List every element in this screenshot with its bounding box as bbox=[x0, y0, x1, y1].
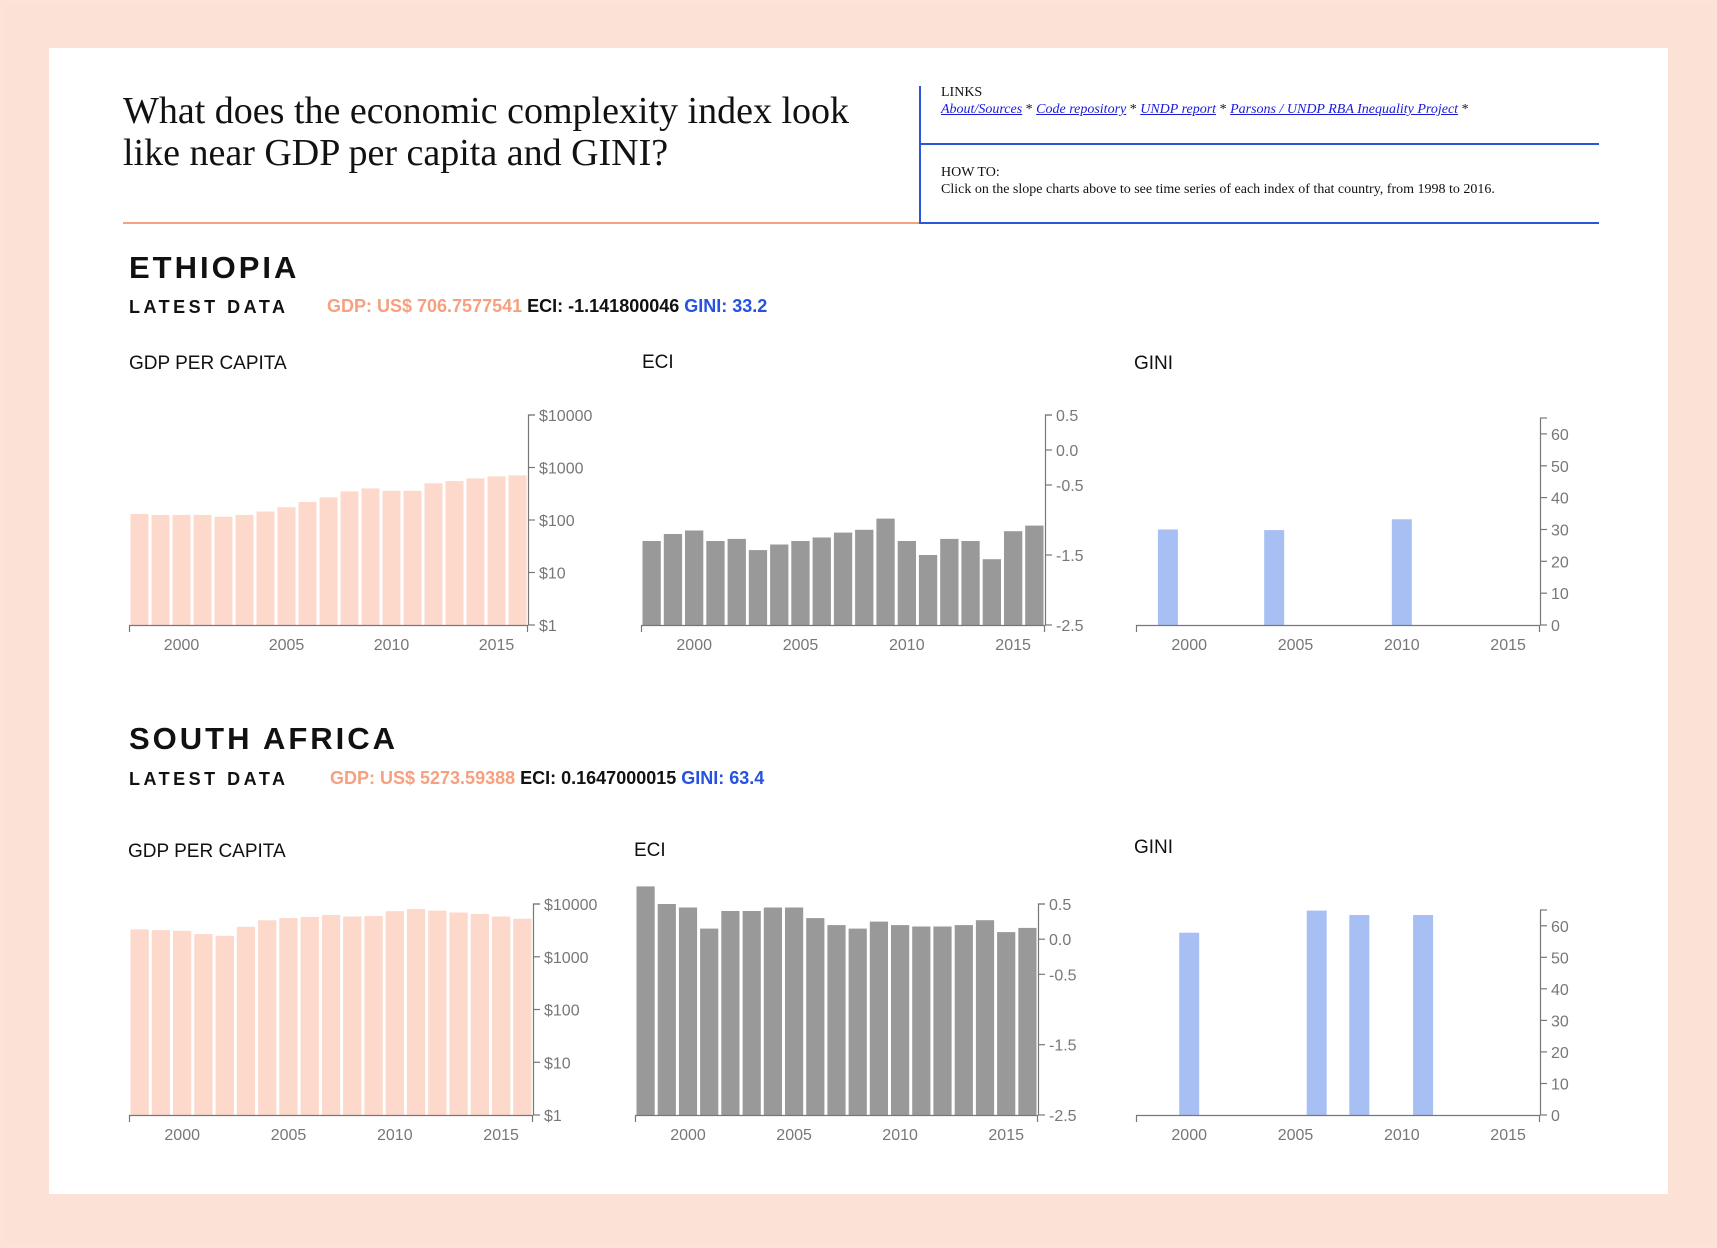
link-code-repository[interactable]: Code repository bbox=[1036, 102, 1127, 117]
latest-metrics-south-africa: GDP: US$ 5273.59388 ECI: 0.1647000015 GI… bbox=[330, 768, 764, 789]
link-separator: * bbox=[1022, 102, 1037, 117]
latest-gdp: GDP: US$ 5273.59388 bbox=[330, 768, 516, 788]
howto-header: HOW TO: bbox=[941, 165, 1000, 180]
latest-eci: ECI: -1.141800046 bbox=[527, 296, 680, 316]
link-separator: * bbox=[1458, 102, 1469, 117]
country-title-south-africa: SOUTH AFRICA bbox=[129, 721, 399, 756]
chart-label-gdp: GDP PER CAPITA bbox=[128, 841, 286, 862]
howto-panel: HOW TO: Click on the slope charts above … bbox=[941, 164, 1495, 199]
latest-eci: ECI: 0.1647000015 bbox=[520, 768, 677, 788]
sidebar-rule-bottom bbox=[921, 222, 1599, 224]
sidebar-rule-top bbox=[921, 143, 1599, 145]
latest-gini: GINI: 63.4 bbox=[681, 768, 765, 788]
link-parsons-undp[interactable]: Parsons / UNDP RBA Inequality Project bbox=[1230, 102, 1459, 117]
page-title: What does the economic complexity index … bbox=[123, 90, 850, 174]
country-title-ethiopia: ETHIOPIA bbox=[129, 250, 300, 285]
chart-label-gini: GINI bbox=[1134, 353, 1174, 374]
latest-data-label: LATEST DATA bbox=[129, 769, 289, 789]
content-card bbox=[49, 48, 1668, 1194]
chart-label-eci: ECI bbox=[634, 840, 666, 861]
links-panel: LINKS About/Sources * Code repository * … bbox=[941, 84, 1469, 119]
latest-data-label: LATEST DATA bbox=[129, 297, 289, 317]
latest-gini: GINI: 33.2 bbox=[684, 296, 768, 316]
link-separator: * bbox=[1216, 102, 1231, 117]
link-about-sources[interactable]: About/Sources bbox=[941, 102, 1023, 117]
chart-label-gini: GINI bbox=[1134, 837, 1174, 858]
latest-metrics-ethiopia: GDP: US$ 706.7577541 ECI: -1.141800046 G… bbox=[327, 296, 767, 317]
howto-text: Click on the slope charts above to see t… bbox=[941, 182, 1495, 197]
title-divider bbox=[123, 222, 920, 224]
sidebar-divider bbox=[919, 86, 921, 224]
chart-label-gdp: GDP PER CAPITA bbox=[129, 353, 287, 374]
links-header: LINKS bbox=[941, 85, 983, 100]
link-separator: * bbox=[1126, 102, 1141, 117]
link-undp-report[interactable]: UNDP report bbox=[1140, 102, 1217, 117]
chart-label-eci: ECI bbox=[642, 352, 674, 373]
latest-gdp: GDP: US$ 706.7577541 bbox=[327, 296, 523, 316]
